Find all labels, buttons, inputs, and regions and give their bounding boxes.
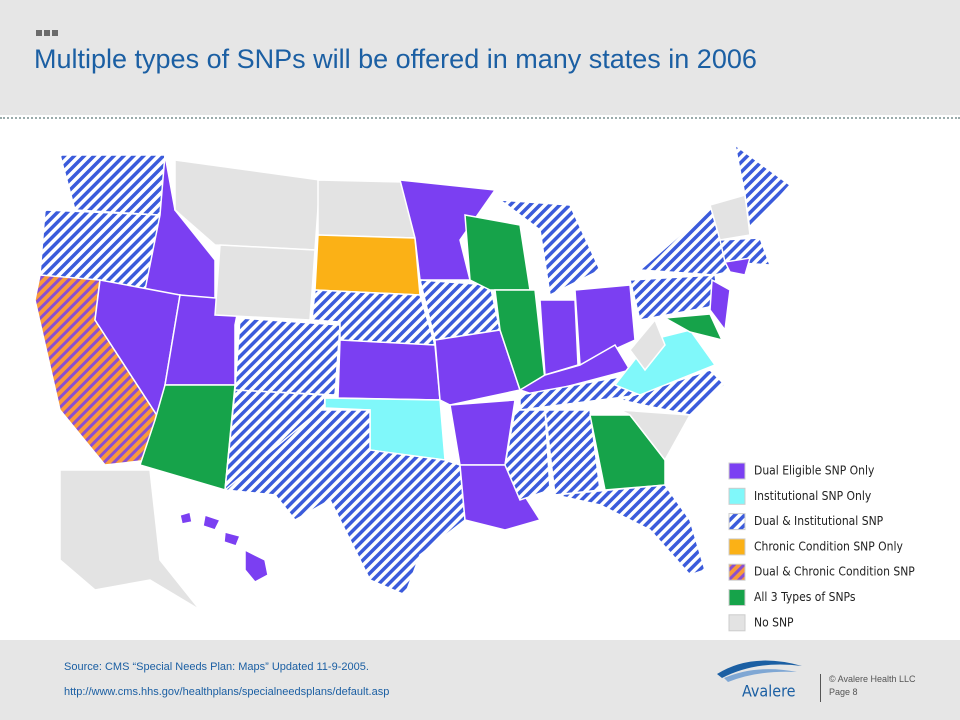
page-number: Page 8: [829, 687, 858, 697]
legend-swatch: [728, 513, 746, 531]
legend-label: Dual Eligible SNP Only: [754, 464, 875, 478]
logo: Avalere: [717, 660, 802, 701]
legend-swatch: [728, 487, 746, 505]
legend-swatch: [728, 563, 746, 581]
divider: [0, 117, 960, 119]
footer-band: Source: CMS “Special Needs Plan: Maps” U…: [0, 640, 960, 720]
legend-label: Dual & Chronic Condition SNP: [754, 565, 915, 579]
slide-title: Multiple types of SNPs will be offered i…: [34, 44, 757, 74]
source-note: Source: CMS “Special Needs Plan: Maps” U…: [64, 661, 369, 673]
legend-swatch: [728, 614, 746, 632]
header-band: Multiple types of SNPs will be offered i…: [0, 0, 960, 115]
legend-label: Chronic Condition SNP Only: [754, 539, 904, 553]
legend-label: Dual & Institutional SNP: [754, 514, 884, 528]
legend: Dual Eligible SNP Only Institutional SNP …: [728, 462, 915, 632]
legend-label: All 3 Types of SNPs: [754, 590, 856, 604]
legend-swatch: [728, 538, 746, 556]
copyright: © Avalere Health LLC: [829, 674, 916, 684]
bullet-squares: [36, 30, 58, 36]
legend-label: Institutional SNP Only: [754, 489, 872, 503]
legend-swatch: [728, 462, 746, 480]
legend-swatch: [728, 589, 746, 606]
source-url: http://www.cms.hhs.gov/healthplans/speci…: [64, 686, 390, 698]
legend-label: No SNP: [754, 615, 794, 629]
states: [34, 143, 792, 611]
logo-text: Avalere: [742, 682, 796, 701]
